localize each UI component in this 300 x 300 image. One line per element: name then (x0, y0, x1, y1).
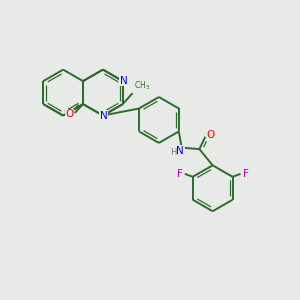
Text: N: N (100, 111, 107, 121)
Text: N: N (176, 146, 184, 156)
Text: N: N (119, 76, 127, 85)
Text: N: N (100, 111, 107, 121)
Text: F: F (177, 169, 182, 179)
Text: O: O (65, 110, 74, 119)
Text: H: H (170, 148, 176, 158)
Text: O: O (206, 130, 215, 140)
Text: CH$_3$: CH$_3$ (134, 79, 150, 92)
Text: F: F (243, 169, 249, 179)
